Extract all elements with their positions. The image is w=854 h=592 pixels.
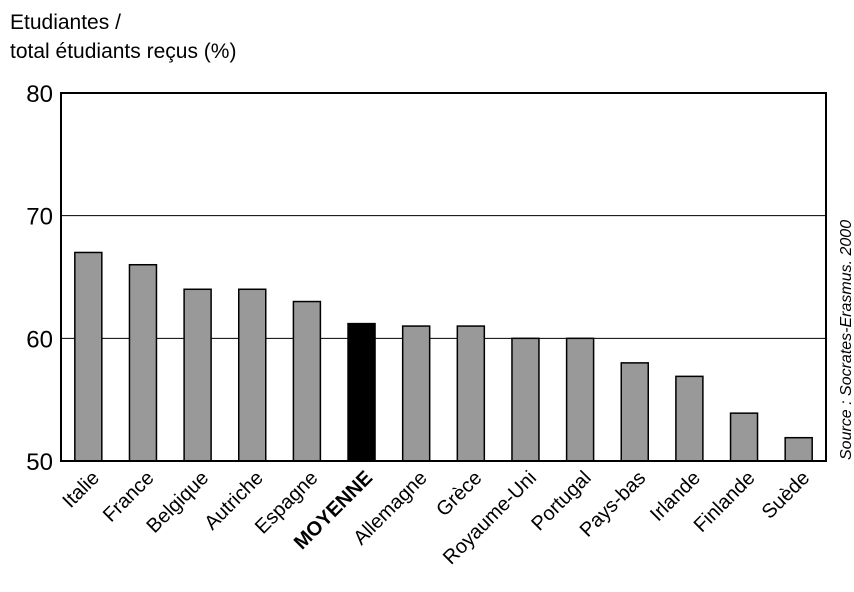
y-tick-label: 50 bbox=[26, 449, 53, 476]
plot-frame bbox=[60, 92, 827, 462]
bar bbox=[565, 337, 595, 462]
x-tick-label: Italie bbox=[58, 467, 103, 512]
gridlines bbox=[61, 215, 826, 339]
bar bbox=[347, 322, 376, 462]
bar bbox=[456, 325, 486, 462]
x-axis-labels: ItalieFranceBelgiqueAutricheEspagneMOYEN… bbox=[58, 467, 814, 569]
y-tick-label: 60 bbox=[26, 326, 53, 353]
bar bbox=[511, 337, 540, 462]
y-axis-label-line-1: Etudiantes / bbox=[10, 11, 121, 34]
bar bbox=[183, 288, 212, 462]
y-axis-label: Etudiantes / total étudiants reçus (%) bbox=[10, 8, 236, 66]
y-tick-label: 70 bbox=[26, 204, 53, 231]
bar bbox=[74, 251, 103, 462]
y-axis-ticks: 50 60 70 80 bbox=[26, 81, 53, 476]
y-axis-label-line-2: total étudiants reçus (%) bbox=[10, 40, 237, 63]
x-tick-label: Finlande bbox=[690, 467, 760, 537]
x-tick-label: Suède bbox=[758, 467, 814, 523]
y-tick-label: 80 bbox=[26, 81, 53, 108]
source-note: Source : Socrates-Erasmus. 2000 bbox=[838, 220, 854, 460]
bar bbox=[128, 263, 158, 462]
bar bbox=[238, 288, 267, 462]
bar bbox=[729, 412, 759, 462]
bar bbox=[401, 325, 431, 462]
bar bbox=[292, 300, 322, 462]
bar bbox=[675, 375, 704, 462]
bars bbox=[74, 251, 813, 462]
bar bbox=[784, 436, 813, 462]
bar bbox=[620, 362, 649, 462]
